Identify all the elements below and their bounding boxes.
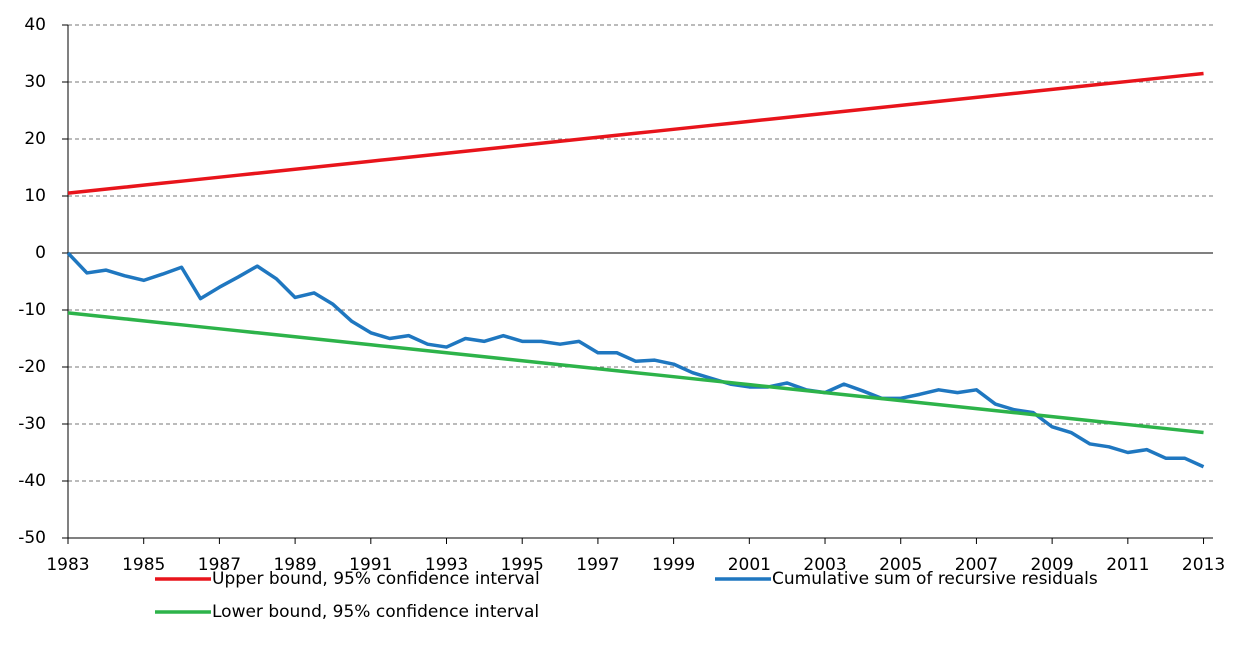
x-tick-label: 2001: [728, 555, 771, 575]
series-line: [66, 251, 1205, 469]
y-tick-label: -20: [18, 357, 46, 377]
x-tick-label: 2005: [879, 555, 922, 575]
x-tick-label: 2003: [803, 555, 846, 575]
y-tick-label: -30: [18, 414, 46, 434]
y-tick-label: -40: [18, 471, 46, 491]
y-tick-label: 10: [24, 186, 46, 206]
x-tick-label: 1999: [652, 555, 695, 575]
x-tick-label: 1987: [198, 555, 241, 575]
x-tick-label: 2007: [955, 555, 998, 575]
x-tick-label: 1989: [273, 555, 316, 575]
legend-label: Cumulative sum of recursive residuals: [772, 569, 1098, 589]
legend-label: Upper bound, 95% confidence interval: [212, 569, 540, 589]
series-line: [67, 311, 1204, 435]
y-tick-label: 30: [24, 72, 46, 92]
y-tick-label: -10: [18, 300, 46, 320]
x-tick-label: 1983: [46, 555, 89, 575]
x-tick-label: 2009: [1030, 555, 1073, 575]
series-line: [67, 71, 1204, 195]
x-tick-label: 2011: [1106, 555, 1149, 575]
x-tick-label: 1985: [122, 555, 165, 575]
legend-label: Lower bound, 95% confidence interval: [212, 602, 539, 622]
y-tick-label: 40: [24, 15, 46, 35]
y-tick-label: -50: [18, 528, 46, 548]
x-tick-label: 1993: [425, 555, 468, 575]
x-tick-label: 1997: [576, 555, 619, 575]
x-tick-label: 1995: [501, 555, 544, 575]
x-tick-label: 2013: [1182, 555, 1225, 575]
x-tick-label: 1991: [349, 555, 392, 575]
y-tick-label: 0: [35, 243, 46, 263]
y-tick-label: 20: [24, 129, 46, 149]
